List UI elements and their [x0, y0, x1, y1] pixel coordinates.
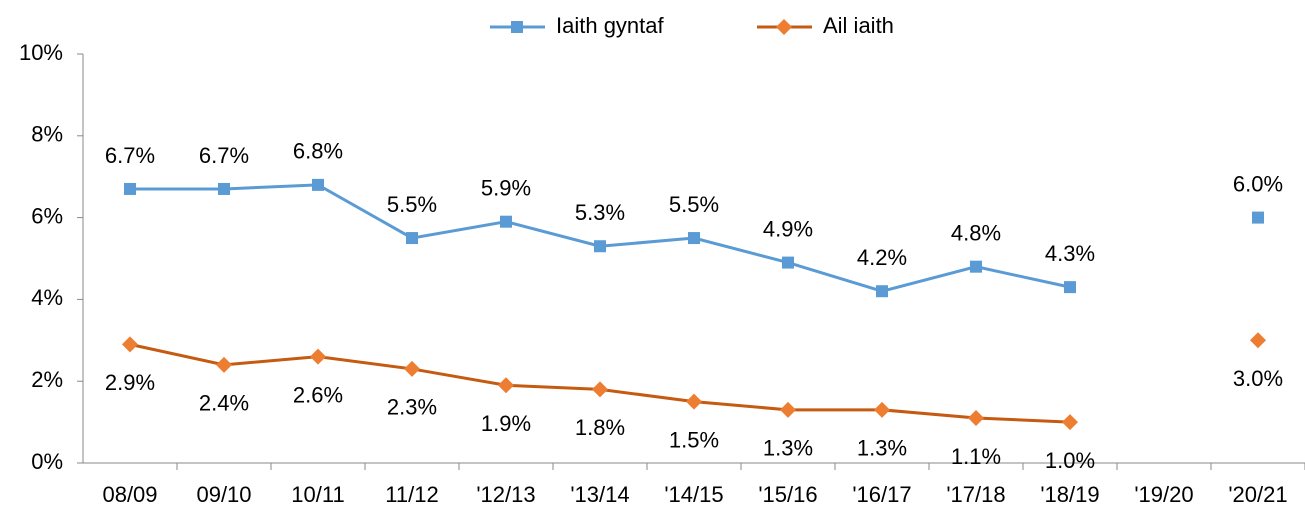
x-tick-label: 11/12	[385, 482, 438, 507]
data-label: 1.9%	[481, 411, 531, 436]
marker	[1062, 414, 1078, 431]
marker	[686, 393, 702, 410]
legend-label: Iaith gyntaf	[556, 13, 665, 38]
data-label: 4.2%	[857, 245, 907, 270]
y-tick-label: 4%	[31, 285, 63, 310]
marker	[122, 336, 138, 353]
data-label: 1.8%	[575, 415, 625, 440]
y-tick-label: 8%	[31, 122, 63, 147]
data-label: 1.0%	[1045, 448, 1095, 473]
data-label: 6.7%	[199, 143, 249, 168]
data-label: 3.0%	[1233, 366, 1283, 391]
y-tick-label: 10%	[19, 40, 63, 65]
data-label: 4.3%	[1045, 241, 1095, 266]
data-label: 4.9%	[763, 216, 813, 241]
marker	[312, 178, 324, 191]
x-tick-label: 09/10	[196, 482, 251, 507]
data-label: 6.7%	[105, 143, 155, 168]
marker	[500, 215, 512, 228]
data-label: 5.3%	[575, 200, 625, 225]
marker	[968, 410, 984, 427]
marker	[688, 232, 700, 245]
marker	[874, 401, 890, 418]
marker	[1250, 332, 1266, 349]
data-label: 2.3%	[387, 395, 437, 420]
x-tick-label: '16/17	[852, 482, 911, 507]
x-tick-label: '14/15	[664, 482, 723, 507]
data-label: 6.8%	[293, 139, 343, 164]
marker	[404, 360, 420, 377]
x-tick-label: 10/11	[291, 482, 344, 507]
marker	[776, 19, 792, 35]
legend-label: Ail iaith	[823, 13, 894, 38]
marker	[780, 401, 796, 418]
y-tick-label: 6%	[31, 203, 63, 228]
marker	[310, 348, 326, 365]
marker	[218, 182, 230, 195]
x-tick-label: '13/14	[570, 482, 629, 507]
marker	[592, 381, 608, 398]
x-tick-label: '17/18	[946, 482, 1005, 507]
data-label: 1.3%	[857, 436, 907, 461]
data-label: 2.4%	[199, 391, 249, 416]
data-label: 6.0%	[1233, 171, 1283, 196]
data-label: 4.8%	[951, 220, 1001, 245]
x-tick-label: '19/20	[1134, 482, 1193, 507]
data-label: 1.5%	[669, 427, 719, 452]
data-label: 5.9%	[481, 176, 531, 201]
data-label: 5.5%	[387, 192, 437, 217]
marker	[216, 356, 232, 373]
data-label: 1.3%	[763, 436, 813, 461]
x-tick-label: '18/19	[1040, 482, 1099, 507]
marker	[594, 240, 606, 253]
data-label: 5.5%	[669, 192, 719, 217]
data-label: 2.6%	[293, 382, 343, 407]
data-label: 1.1%	[951, 444, 1001, 469]
marker	[782, 256, 794, 269]
y-tick-label: 0%	[31, 449, 63, 474]
x-tick-label: 08/09	[102, 482, 157, 507]
marker	[498, 377, 514, 394]
marker	[1252, 211, 1264, 224]
x-tick-label: '12/13	[476, 482, 535, 507]
marker	[876, 285, 888, 298]
marker	[970, 260, 982, 273]
x-tick-label: '20/21	[1228, 482, 1287, 507]
series-line	[130, 340, 1258, 422]
marker	[1064, 281, 1076, 294]
marker	[511, 21, 523, 33]
marker	[406, 232, 418, 245]
y-tick-label: 2%	[31, 367, 63, 392]
data-label: 2.9%	[105, 370, 155, 395]
marker	[124, 182, 136, 195]
x-tick-label: '15/16	[758, 482, 817, 507]
